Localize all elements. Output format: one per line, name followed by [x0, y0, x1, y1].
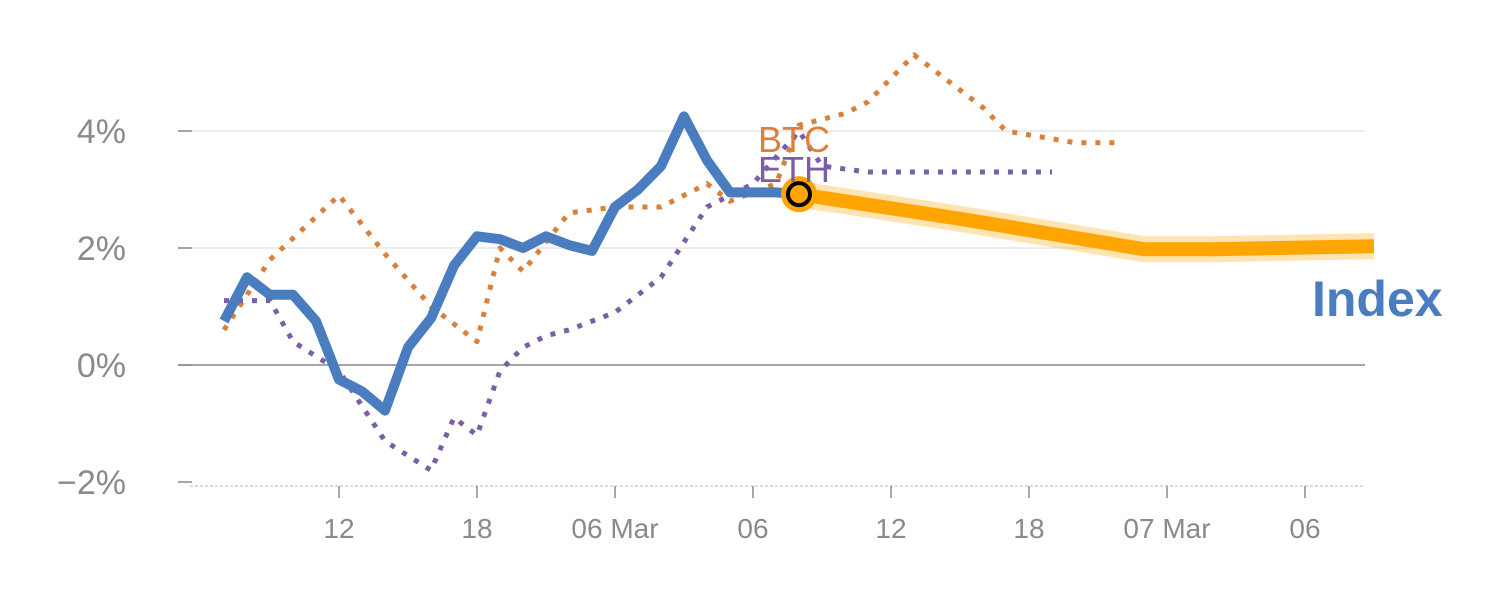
x-tick-label: 12: [875, 513, 906, 544]
forecast-line: [797, 187, 1375, 257]
series-line-btc: [221, 52, 1121, 345]
series-lines: [219, 52, 1375, 473]
series-line-index: [219, 111, 800, 416]
labels: BTC ETH Index: [758, 119, 1443, 327]
y-tick-label: 0%: [77, 347, 126, 385]
y-tick-label: −2%: [57, 464, 126, 502]
latest-point-marker: [786, 181, 812, 208]
x-tick-label: 06: [737, 513, 768, 544]
series-label-eth: ETH: [758, 149, 830, 190]
x-tick-label: 18: [1013, 513, 1044, 544]
x-tick-label: 06: [1289, 513, 1320, 544]
series-label-btc: BTC: [758, 119, 830, 160]
axes: 4% 2% 0% −2% 12 18 06 Mar 06 12 18 07 Mar 06: [57, 113, 1365, 544]
y-tick-label: 2%: [77, 230, 126, 268]
x-tick-label: 07 Mar: [1123, 513, 1210, 544]
series-label-index: Index: [1312, 271, 1443, 327]
series-line-eth: [224, 128, 1052, 473]
x-tick-label: 06 Mar: [571, 513, 658, 544]
x-tick-label: 12: [323, 513, 354, 544]
y-tick-label: 4%: [77, 113, 126, 151]
x-tick-label: 18: [461, 513, 492, 544]
